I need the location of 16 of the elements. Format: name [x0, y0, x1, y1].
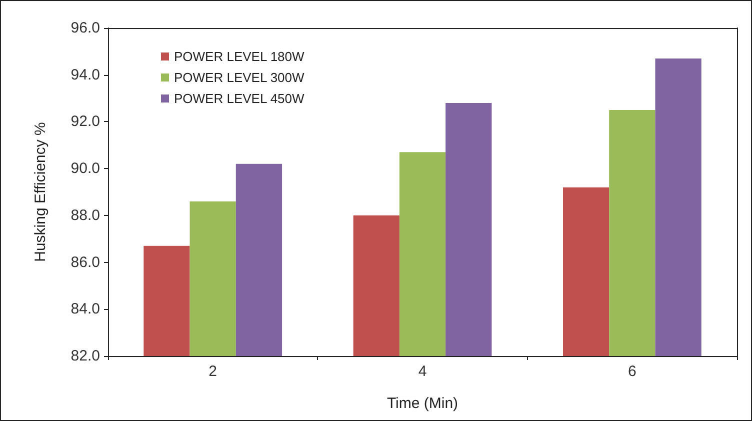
- y-tick-label: 94.0: [70, 66, 100, 84]
- y-tick-label: 96.0: [70, 20, 100, 36]
- y-axis-title: Husking Efficiency %: [32, 122, 49, 262]
- x-tick-label: 6: [628, 363, 636, 380]
- y-tick-label: 92.0: [70, 113, 100, 130]
- y-tick-label: 88.0: [70, 206, 100, 224]
- x-axis-title: Time (Min): [386, 395, 458, 412]
- legend-label: POWER LEVEL 450W: [174, 91, 306, 106]
- y-tick-label: 86.0: [70, 254, 100, 271]
- x-tick-label: 4: [418, 363, 427, 380]
- legend-label: POWER LEVEL 180W: [174, 49, 306, 64]
- legend-label: POWER LEVEL 300W: [174, 70, 306, 85]
- y-tick-label: 90.0: [70, 160, 100, 178]
- y-tick-label: 82.0: [70, 348, 100, 364]
- x-tick-label: 2: [208, 363, 218, 380]
- y-tick-label: 84.0: [70, 300, 100, 318]
